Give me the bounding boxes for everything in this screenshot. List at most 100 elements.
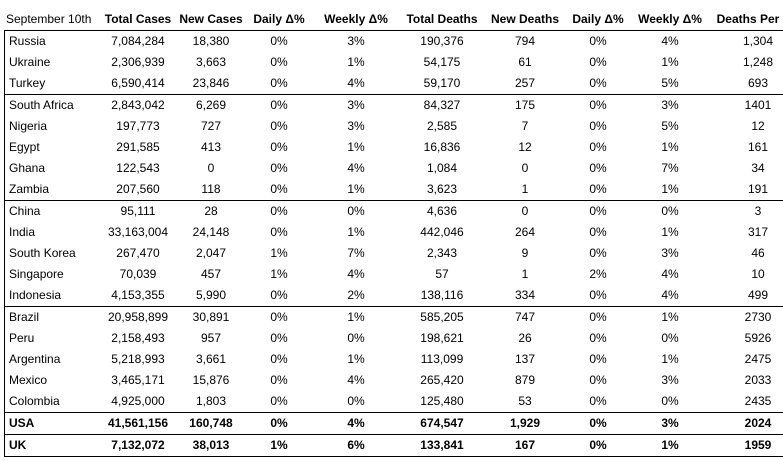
cell-country: Turkey bbox=[9, 76, 46, 90]
cell-new-deaths: 1 bbox=[521, 182, 529, 196]
cell-deaths-daily-change: 0% bbox=[589, 119, 607, 133]
table-row: Singapore 70,039 457 1% 4% 57 1 2% 4% 10 bbox=[4, 264, 783, 285]
cell-deaths-weekly-change: 4% bbox=[661, 34, 679, 48]
cell-deaths-daily-change: 0% bbox=[566, 412, 630, 435]
cell-deaths-per-1m: 1959 bbox=[710, 434, 783, 457]
cell-new-cases: 118 bbox=[201, 182, 221, 196]
cell-deaths-per-1m: 3 bbox=[710, 200, 783, 222]
cell-total-deaths: 125,480 bbox=[420, 394, 464, 408]
cell-deaths-per-1m: 2033 bbox=[744, 373, 772, 387]
table-row: China 95,111 28 0% 0% 4,636 0 0% 0% 3 bbox=[4, 200, 783, 222]
cell-new-deaths: 0 bbox=[521, 161, 529, 175]
cell-total-cases: 4,925,000 bbox=[111, 394, 165, 408]
cell-deaths-daily-change: 0% bbox=[589, 331, 607, 345]
cell-deaths-daily-change: 0% bbox=[589, 288, 607, 302]
cell-deaths-weekly-change: 1% bbox=[661, 182, 679, 196]
cell-deaths-daily-change: 0% bbox=[589, 352, 607, 366]
cell-deaths-daily-change: 0% bbox=[589, 76, 607, 90]
cell-country: Colombia bbox=[9, 394, 60, 408]
cell-cases-weekly-change: 7% bbox=[347, 246, 365, 260]
cell-cases-weekly-change: 1% bbox=[312, 306, 400, 328]
cell-new-deaths: 1 bbox=[521, 267, 529, 281]
cell-total-cases: 267,470 bbox=[116, 246, 160, 260]
table-row: Ukraine 2,306,939 3,663 0% 1% 54,175 61 0% 1% 1,2… bbox=[4, 52, 783, 73]
cell-total-cases: 2,158,493 bbox=[111, 331, 165, 345]
cell-cases-daily-change: 0% bbox=[246, 412, 312, 435]
cell-total-cases: 6,590,414 bbox=[111, 76, 165, 90]
covid-table-container: September 10th Total Cases New Cases Dai… bbox=[4, 9, 783, 457]
cell-cases-daily-change: 0% bbox=[270, 140, 288, 154]
cell-total-cases: 7,132,072 bbox=[100, 434, 176, 457]
cell-deaths-weekly-change: 3% bbox=[630, 94, 710, 116]
table-row: Turkey 6,590,414 23,846 0% 4% 59,170 257 0% 5% 69… bbox=[4, 73, 783, 95]
cell-new-cases: 24,148 bbox=[192, 225, 230, 239]
header-total-deaths: Total Deaths bbox=[400, 9, 484, 31]
cell-cases-weekly-change: 2% bbox=[347, 288, 365, 302]
cell-cases-daily-change: 0% bbox=[270, 182, 288, 196]
cell-new-cases: 160,748 bbox=[176, 412, 246, 435]
header-deaths-weekly-change: Weekly Δ% bbox=[630, 9, 710, 31]
cell-cases-weekly-change: 1% bbox=[347, 182, 365, 196]
cell-country: USA bbox=[4, 412, 100, 435]
cell-new-cases: 0 bbox=[207, 161, 215, 175]
cell-total-deaths: 585,205 bbox=[400, 306, 484, 328]
cell-deaths-per-1m: 10 bbox=[751, 267, 765, 281]
cell-new-deaths: 26 bbox=[518, 331, 532, 345]
cell-new-cases: 15,876 bbox=[192, 373, 230, 387]
cell-deaths-per-1m: 12 bbox=[751, 119, 765, 133]
table-row: Indonesia 4,153,355 5,990 0% 2% 138,116 334 0% 4… bbox=[4, 285, 783, 307]
cell-new-cases: 727 bbox=[200, 119, 222, 133]
cell-deaths-daily-change: 0% bbox=[566, 94, 630, 116]
cell-deaths-per-1m: 499 bbox=[747, 288, 769, 302]
cell-deaths-daily-change: 0% bbox=[589, 55, 607, 69]
table-row: Nigeria 197,773 727 0% 3% 2,585 7 0% 5% 12 bbox=[4, 116, 783, 137]
cell-total-cases: 41,561,156 bbox=[100, 412, 176, 435]
cell-new-cases: 18,380 bbox=[192, 34, 230, 48]
cell-country: India bbox=[9, 225, 36, 239]
cell-country: South Africa bbox=[4, 94, 100, 116]
header-deaths-per-1m: Deaths Per 1M bbox=[710, 9, 783, 31]
cell-deaths-daily-change: 0% bbox=[589, 161, 607, 175]
table-row: South Korea 267,470 2,047 1% 7% 2,343 9 0% 3% 46 bbox=[4, 243, 783, 264]
cell-total-deaths: 2,343 bbox=[426, 246, 458, 260]
cell-new-deaths: 794 bbox=[514, 34, 536, 48]
cell-new-cases: 38,013 bbox=[176, 434, 246, 457]
cell-cases-weekly-change: 0% bbox=[347, 331, 365, 345]
cell-new-cases: 457 bbox=[200, 267, 222, 281]
cell-total-cases: 20,958,899 bbox=[100, 306, 176, 328]
cell-cases-weekly-change: 3% bbox=[347, 34, 365, 48]
cell-new-cases: 3,661 bbox=[195, 352, 227, 366]
cell-country: Peru bbox=[9, 331, 35, 345]
cell-new-cases: 5,990 bbox=[195, 288, 227, 302]
cell-cases-daily-change: 0% bbox=[270, 34, 288, 48]
covid-stats-table: September 10th Total Cases New Cases Dai… bbox=[4, 9, 783, 457]
cell-total-cases: 291,585 bbox=[116, 140, 160, 154]
cell-country: Egypt bbox=[9, 140, 40, 154]
cell-cases-weekly-change: 3% bbox=[347, 119, 365, 133]
table-row: Argentina 5,218,993 3,661 0% 1% 113,099 137 0% 1… bbox=[4, 349, 783, 370]
cell-cases-weekly-change: 0% bbox=[312, 200, 400, 222]
cell-deaths-weekly-change: 5% bbox=[661, 119, 679, 133]
cell-new-deaths: 7 bbox=[521, 119, 529, 133]
cell-cases-daily-change: 0% bbox=[270, 288, 288, 302]
cell-new-cases: 3,663 bbox=[195, 55, 227, 69]
cell-country: Nigeria bbox=[9, 119, 48, 133]
cell-new-deaths: 264 bbox=[514, 225, 536, 239]
cell-new-deaths: 167 bbox=[484, 434, 566, 457]
cell-cases-daily-change: 0% bbox=[270, 352, 288, 366]
cell-total-cases: 2,843,042 bbox=[100, 94, 176, 116]
cell-total-cases: 70,039 bbox=[119, 267, 157, 281]
cell-total-deaths: 59,170 bbox=[423, 76, 461, 90]
cell-total-deaths: 57 bbox=[435, 267, 449, 281]
cell-new-deaths: 257 bbox=[514, 76, 536, 90]
cell-deaths-daily-change: 0% bbox=[589, 140, 607, 154]
cell-deaths-per-1m: 1401 bbox=[710, 94, 783, 116]
cell-cases-daily-change: 0% bbox=[270, 76, 288, 90]
cell-deaths-weekly-change: 4% bbox=[661, 267, 679, 281]
cell-deaths-per-1m: 1,304 bbox=[742, 34, 774, 48]
cell-cases-weekly-change: 1% bbox=[347, 225, 365, 239]
cell-deaths-per-1m: 2024 bbox=[710, 412, 783, 435]
cell-deaths-daily-change: 0% bbox=[589, 34, 607, 48]
cell-cases-daily-change: 0% bbox=[270, 119, 288, 133]
cell-total-deaths: 3,623 bbox=[426, 182, 458, 196]
